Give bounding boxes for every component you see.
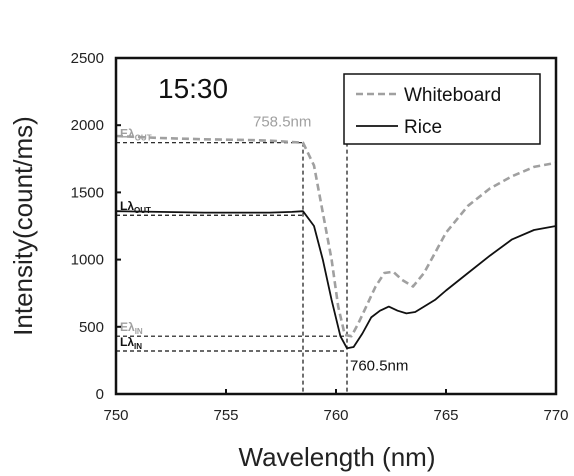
y-tick-label: 2000 xyxy=(71,117,104,134)
legend: Whiteboard Rice xyxy=(343,73,541,145)
tick-group: 750 755 760 765 770 0 500 1000 1500 2000 2500 xyxy=(71,50,569,424)
x-tick-label: 770 xyxy=(543,407,568,424)
legend-box xyxy=(343,73,541,145)
peak-annotation-label: 758.5nm xyxy=(253,114,311,131)
y-axis-title: Intensity(count/ms) xyxy=(8,116,38,336)
y-tick-label: 0 xyxy=(96,386,104,403)
x-tick-label: 760 xyxy=(323,407,348,424)
legend-label-whiteboard: Whiteboard xyxy=(404,85,501,106)
series-group xyxy=(115,134,557,350)
y-tick-label: 1500 xyxy=(71,184,104,201)
x-tick-label: 750 xyxy=(103,407,128,424)
annotation-group: 758.5nm 760.5nm xyxy=(253,114,408,375)
y-tick-label: 2500 xyxy=(71,50,104,67)
x-tick-label: 765 xyxy=(433,407,458,424)
dip-annotation-label: 760.5nm xyxy=(350,357,408,374)
y-tick-label: 500 xyxy=(79,319,104,336)
series-line-whiteboard xyxy=(115,134,557,338)
y-tick-label: 1000 xyxy=(71,252,104,269)
x-tick-label: 755 xyxy=(213,407,238,424)
legend-label-rice: Rice xyxy=(404,117,442,138)
series-line-rice xyxy=(115,210,557,350)
inset-label: 15:30 xyxy=(158,73,228,104)
x-axis-title: Wavelength (nm) xyxy=(239,442,436,472)
